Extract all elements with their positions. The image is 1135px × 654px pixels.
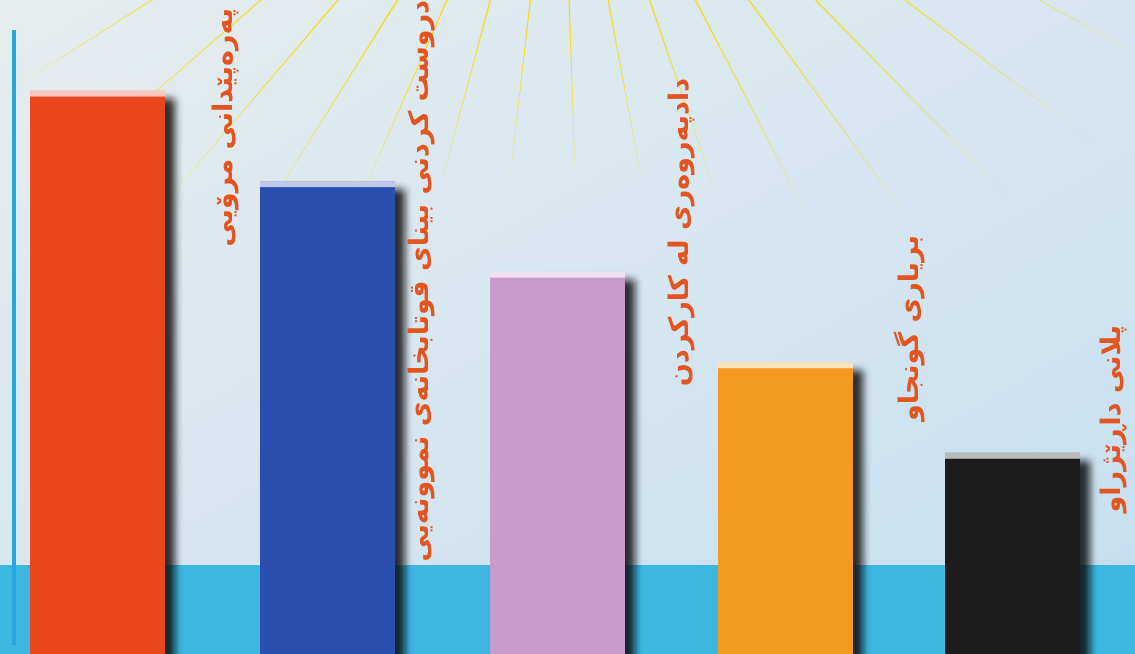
- sun-ray: [648, 0, 722, 208]
- sun-ray: [904, 0, 1097, 145]
- category-label: پەرەپێدانی مرۆیی: [208, 8, 239, 247]
- bar: [718, 362, 853, 654]
- category-label: دروست کردنی بینای قوتابخانەی نموونەیی: [404, 0, 435, 562]
- bar: [260, 181, 395, 654]
- sun-ray: [748, 0, 911, 224]
- sun-ray: [437, 0, 492, 199]
- sun-ray: [352, 0, 448, 217]
- labels: پەرەپێدانی مرۆیی دروست کردنی بینای قوتابخ…: [208, 0, 1127, 562]
- sun-ray: [155, 0, 339, 214]
- category-label: دادپەروەری لە کارکردن: [664, 78, 695, 386]
- bar: [30, 90, 165, 654]
- sun-ray: [694, 0, 812, 223]
- sun-ray: [509, 0, 532, 185]
- bar: [945, 452, 1080, 654]
- category-label: بریاری گونجاو: [893, 235, 925, 423]
- sun-ray: [1038, 0, 1135, 53]
- category-label: پلانی داڕێژراو: [1096, 325, 1127, 515]
- bar-highlight: [718, 362, 853, 369]
- sun-ray: [814, 0, 1011, 199]
- sun-ray: [607, 0, 644, 191]
- sun-ray: [256, 0, 399, 226]
- bar-highlight: [490, 271, 625, 278]
- sun-ray: [568, 0, 576, 181]
- bar-highlight: [30, 90, 165, 97]
- bar: [490, 271, 625, 654]
- sun-ray: [0, 0, 153, 97]
- bar-highlight: [945, 452, 1080, 459]
- bar-highlight: [260, 181, 395, 188]
- bars: [30, 90, 1090, 654]
